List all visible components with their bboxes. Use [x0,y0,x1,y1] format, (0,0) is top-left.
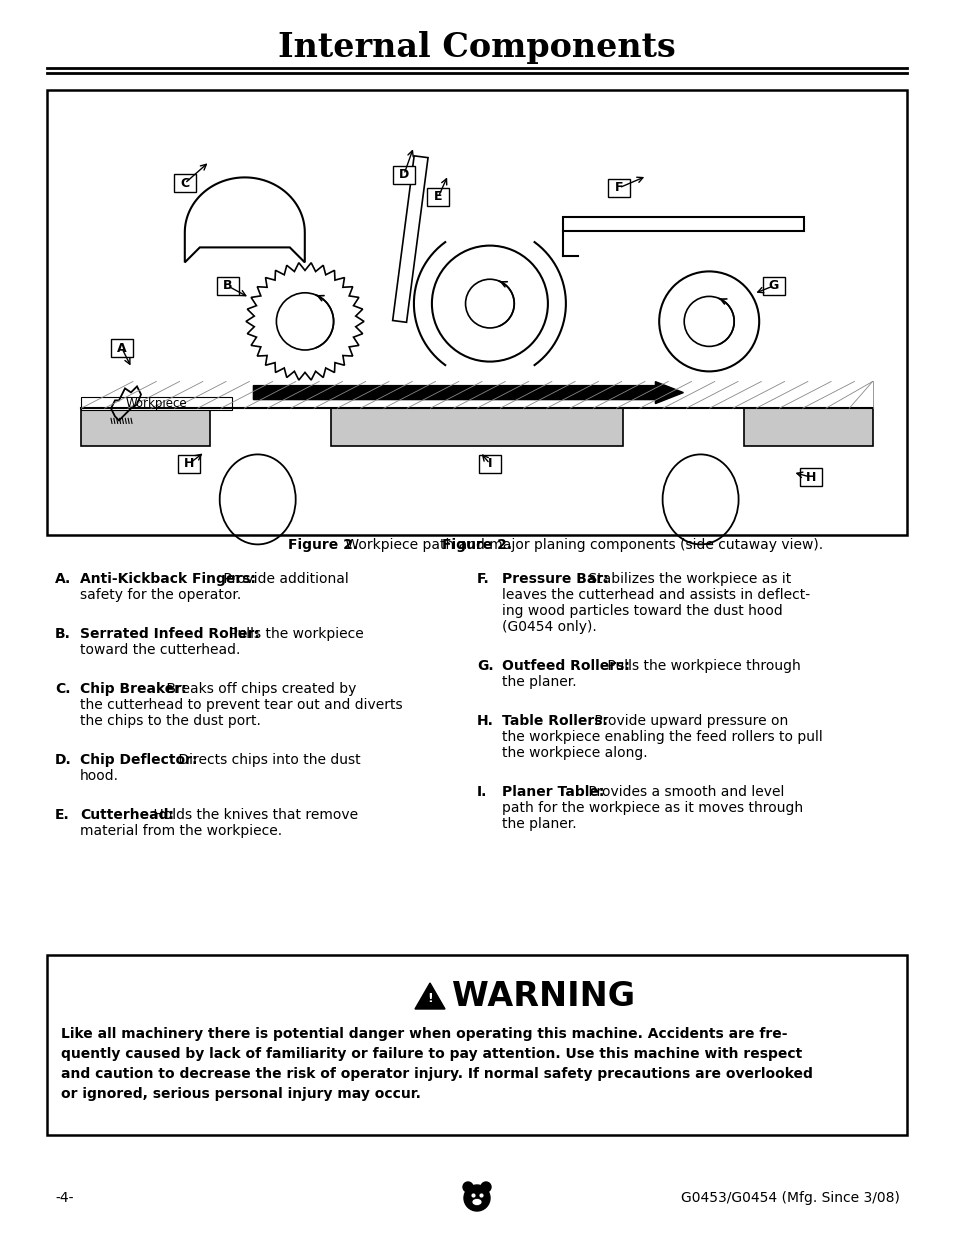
Bar [331,409,622,446]
Text: toward the cutterhead.: toward the cutterhead. [80,643,240,657]
Bar [393,165,415,184]
Bar [81,396,232,410]
Text: Cutterhead:: Cutterhead: [80,808,173,823]
Bar [81,409,211,446]
Text: Workpiece path and major planing components (side cutaway view).: Workpiece path and major planing compone… [340,538,821,552]
Text: D: D [398,168,409,182]
Bar [799,468,821,487]
Text: the workpiece along.: the workpiece along. [501,746,647,760]
Bar [47,90,906,535]
Text: D.: D. [55,753,71,767]
Bar [427,188,449,206]
Text: material from the workpiece.: material from the workpiece. [80,824,282,839]
Text: Breaks off chips created by: Breaks off chips created by [162,682,355,697]
Text: B: B [223,279,233,293]
Text: Workpiece: Workpiece [126,398,188,410]
Text: Chip Deflector:: Chip Deflector: [80,753,197,767]
Text: F: F [614,182,622,194]
Text: C: C [180,177,189,190]
Text: Provides a smooth and level: Provides a smooth and level [583,785,783,799]
Text: A.: A. [55,572,71,585]
Text: (G0454 only).: (G0454 only). [501,620,597,634]
Bar [562,216,803,231]
Text: Internal Components: Internal Components [278,32,675,64]
Text: hood.: hood. [80,769,119,783]
Text: H: H [804,471,815,484]
Text: H.: H. [476,714,494,727]
Text: F.: F. [476,572,489,585]
Bar [173,174,195,193]
Text: Anti-Kickback Fingers:: Anti-Kickback Fingers: [80,572,255,585]
Text: Provide upward pressure on: Provide upward pressure on [590,714,787,727]
Circle shape [462,1182,473,1192]
Text: WARNING: WARNING [452,981,635,1014]
Text: the planer.: the planer. [501,676,576,689]
Bar [742,409,872,446]
Text: Provide additional: Provide additional [218,572,348,585]
Text: B.: B. [55,627,71,641]
Bar [478,454,500,473]
Circle shape [480,1182,491,1192]
Text: I: I [487,457,492,471]
Text: A: A [117,342,127,354]
Text: -4-: -4- [55,1191,73,1205]
Bar [47,955,906,1135]
Text: Planer Table:: Planer Table: [501,785,604,799]
Text: Figure 2.: Figure 2. [441,538,512,552]
Text: the chips to the dust port.: the chips to the dust port. [80,714,260,727]
Text: Stabilizes the workpiece as it: Stabilizes the workpiece as it [583,572,790,585]
Text: Table Rollers:: Table Rollers: [501,714,607,727]
Text: C.: C. [55,682,71,697]
Text: G0453/G0454 (Mfg. Since 3/08): G0453/G0454 (Mfg. Since 3/08) [680,1191,899,1205]
Text: path for the workpiece as it moves through: path for the workpiece as it moves throu… [501,802,802,815]
Polygon shape [415,983,444,1009]
Text: leaves the cutterhead and assists in deflect-: leaves the cutterhead and assists in def… [501,588,809,601]
Circle shape [463,1186,490,1212]
Text: the cutterhead to prevent tear out and diverts: the cutterhead to prevent tear out and d… [80,698,402,713]
Text: Figure 2.: Figure 2. [288,538,358,552]
Text: H: H [184,457,193,471]
Text: the planer.: the planer. [501,818,576,831]
Polygon shape [393,156,428,322]
Text: G: G [768,279,778,293]
Bar [216,277,238,295]
Text: the workpiece enabling the feed rollers to pull: the workpiece enabling the feed rollers … [501,730,821,743]
Text: Holds the knives that remove: Holds the knives that remove [149,808,358,823]
Text: G.: G. [476,659,493,673]
Text: E: E [434,190,442,204]
Bar [177,454,200,473]
Text: Pulls the workpiece through: Pulls the workpiece through [602,659,800,673]
Text: Serrated Infeed Roller:: Serrated Infeed Roller: [80,627,259,641]
Bar [607,179,629,196]
FancyArrow shape [253,382,682,404]
Text: Outfeed Rollers:: Outfeed Rollers: [501,659,629,673]
Text: Pressure Bar:: Pressure Bar: [501,572,608,585]
Text: ing wood particles toward the dust hood: ing wood particles toward the dust hood [501,604,781,618]
Text: !: ! [427,992,433,1004]
Bar [761,277,784,295]
Text: E.: E. [55,808,70,823]
Text: Directs chips into the dust: Directs chips into the dust [174,753,361,767]
Text: safety for the operator.: safety for the operator. [80,588,241,601]
Text: Like all machinery there is potential danger when operating this machine. Accide: Like all machinery there is potential da… [61,1028,812,1102]
Ellipse shape [472,1198,481,1205]
Bar [111,340,132,357]
Text: Pulls the workpiece: Pulls the workpiece [225,627,363,641]
Text: Chip Breaker:: Chip Breaker: [80,682,187,697]
Text: I.: I. [476,785,487,799]
